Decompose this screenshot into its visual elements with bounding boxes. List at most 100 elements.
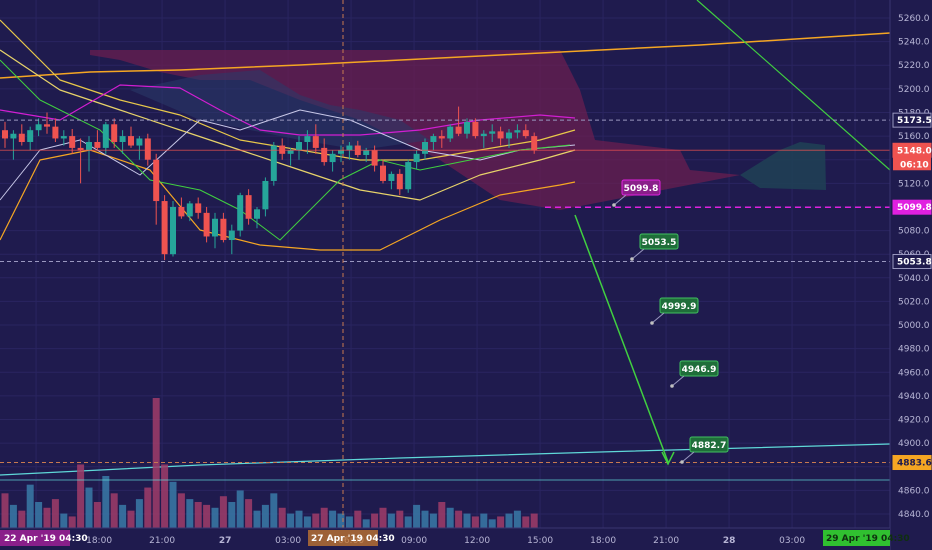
target-label-1-pointer bbox=[613, 194, 627, 206]
candle-body bbox=[69, 136, 76, 148]
candle-body bbox=[522, 130, 529, 137]
candle-body bbox=[438, 136, 445, 139]
candle-body bbox=[405, 162, 412, 190]
time-tick-label: 12:00 bbox=[464, 536, 490, 546]
price-tag-support-box bbox=[892, 254, 932, 270]
volume-bar bbox=[68, 516, 76, 528]
volume-bar bbox=[127, 510, 135, 528]
price-tick-label: 5080.0 bbox=[898, 227, 930, 237]
volume-bar bbox=[362, 519, 370, 528]
volume-bar bbox=[522, 516, 530, 528]
time-tick-label: 18:00 bbox=[590, 536, 616, 546]
candle-body bbox=[329, 153, 336, 163]
target-label-2-box bbox=[639, 233, 679, 250]
target-label-3-dot bbox=[650, 321, 654, 325]
price-tick-label: 4940.0 bbox=[898, 392, 930, 402]
candle-body bbox=[464, 121, 470, 134]
conversion-line bbox=[0, 84, 576, 136]
volume-bar bbox=[60, 513, 68, 528]
candle-body bbox=[186, 203, 193, 217]
volume-bar bbox=[110, 493, 118, 528]
volume-bar bbox=[245, 499, 253, 528]
price-tag-support: 5053.8 bbox=[897, 258, 932, 268]
price-tag-final: 4883.6 bbox=[897, 459, 932, 469]
volume-bar bbox=[278, 507, 286, 528]
candle-body bbox=[254, 209, 260, 219]
trendline-down bbox=[696, 0, 891, 171]
volume-bar bbox=[345, 516, 353, 528]
bollinger-upper bbox=[0, 49, 576, 201]
left-date-tag-box bbox=[0, 530, 70, 546]
candle-body bbox=[430, 136, 437, 142]
volume-bar bbox=[211, 507, 219, 528]
time-tick-label: 15:00 bbox=[527, 536, 553, 546]
volume-bar bbox=[312, 513, 320, 528]
bollinger-lower bbox=[0, 149, 576, 251]
volume-bar bbox=[413, 504, 421, 528]
candle-body bbox=[312, 136, 319, 148]
candle-body bbox=[170, 206, 176, 255]
candle-body bbox=[60, 136, 67, 139]
cursor-date-tag: 27 Apr '19 04:30 bbox=[311, 534, 395, 544]
candle-body bbox=[178, 206, 185, 217]
volume-bar bbox=[85, 487, 93, 528]
price-tick-label: 4900.0 bbox=[898, 439, 930, 449]
volume-bar bbox=[421, 510, 429, 528]
projection-arrowhead bbox=[661, 451, 675, 466]
price-tag-target-box bbox=[892, 199, 932, 215]
ichimoku-cloud bbox=[90, 0, 826, 210]
price-tick-label: 4960.0 bbox=[898, 368, 930, 378]
volume-bar bbox=[35, 502, 43, 528]
volume-bar bbox=[177, 493, 185, 528]
price-axis[interactable]: 5260.05240.05220.05200.05180.05160.05140… bbox=[889, 0, 932, 550]
drawing-overlay: 5099.8 5053.5 4999.9 4946.9 4882.7 bbox=[0, 0, 890, 528]
price-tick-label: 5200.0 bbox=[898, 85, 930, 95]
candle-body bbox=[346, 145, 353, 151]
volume-bar bbox=[26, 484, 34, 528]
target-label-5-pointer bbox=[681, 451, 695, 463]
volume-bar bbox=[513, 510, 521, 528]
candle-body bbox=[237, 195, 244, 231]
candle-body bbox=[128, 136, 134, 146]
candle-body bbox=[144, 138, 151, 160]
time-tick-label: 09:00 bbox=[401, 536, 427, 546]
target-label-5-box bbox=[689, 436, 729, 453]
volume-bar bbox=[438, 502, 446, 528]
volume-bar bbox=[186, 499, 194, 528]
target-label-4-box bbox=[679, 360, 719, 377]
volume-bar bbox=[9, 504, 17, 528]
candle-body bbox=[18, 133, 25, 142]
time-tick-label: 18:00 bbox=[86, 536, 112, 546]
target-label-5-dot bbox=[680, 460, 684, 464]
target-label-4-pointer bbox=[671, 375, 685, 387]
price-tick-label: 5220.0 bbox=[898, 61, 930, 71]
volume-bar bbox=[371, 513, 379, 528]
candle-body bbox=[506, 132, 512, 139]
time-axis-bg bbox=[0, 528, 890, 550]
price-tag-high-box bbox=[892, 112, 932, 128]
volume-bar bbox=[295, 510, 303, 528]
candle-body bbox=[321, 147, 328, 163]
candle-body bbox=[212, 218, 218, 237]
cloud-bullish bbox=[740, 142, 826, 190]
candle-body bbox=[195, 203, 202, 213]
candle-body bbox=[447, 126, 454, 139]
target-label-1: 5099.8 bbox=[624, 184, 659, 194]
volume-bar bbox=[18, 510, 26, 528]
volume-bar bbox=[379, 507, 387, 528]
candle-body bbox=[388, 173, 395, 181]
price-tick-label: 5120.0 bbox=[898, 179, 930, 189]
volume-bar bbox=[471, 516, 479, 528]
time-axis[interactable]: 15:0018:0021:002703:0006:0009:0012:0015:… bbox=[0, 527, 910, 550]
candle-body bbox=[380, 165, 386, 181]
target-label-1-box bbox=[621, 179, 661, 196]
volume-bar bbox=[270, 493, 278, 528]
volume-bar bbox=[77, 464, 85, 528]
volume-bar bbox=[354, 510, 362, 528]
candle-body bbox=[111, 124, 118, 142]
price-tick-label: 5000.0 bbox=[898, 321, 930, 331]
time-tick-label: 03:00 bbox=[275, 536, 301, 546]
candle-body bbox=[472, 121, 479, 137]
